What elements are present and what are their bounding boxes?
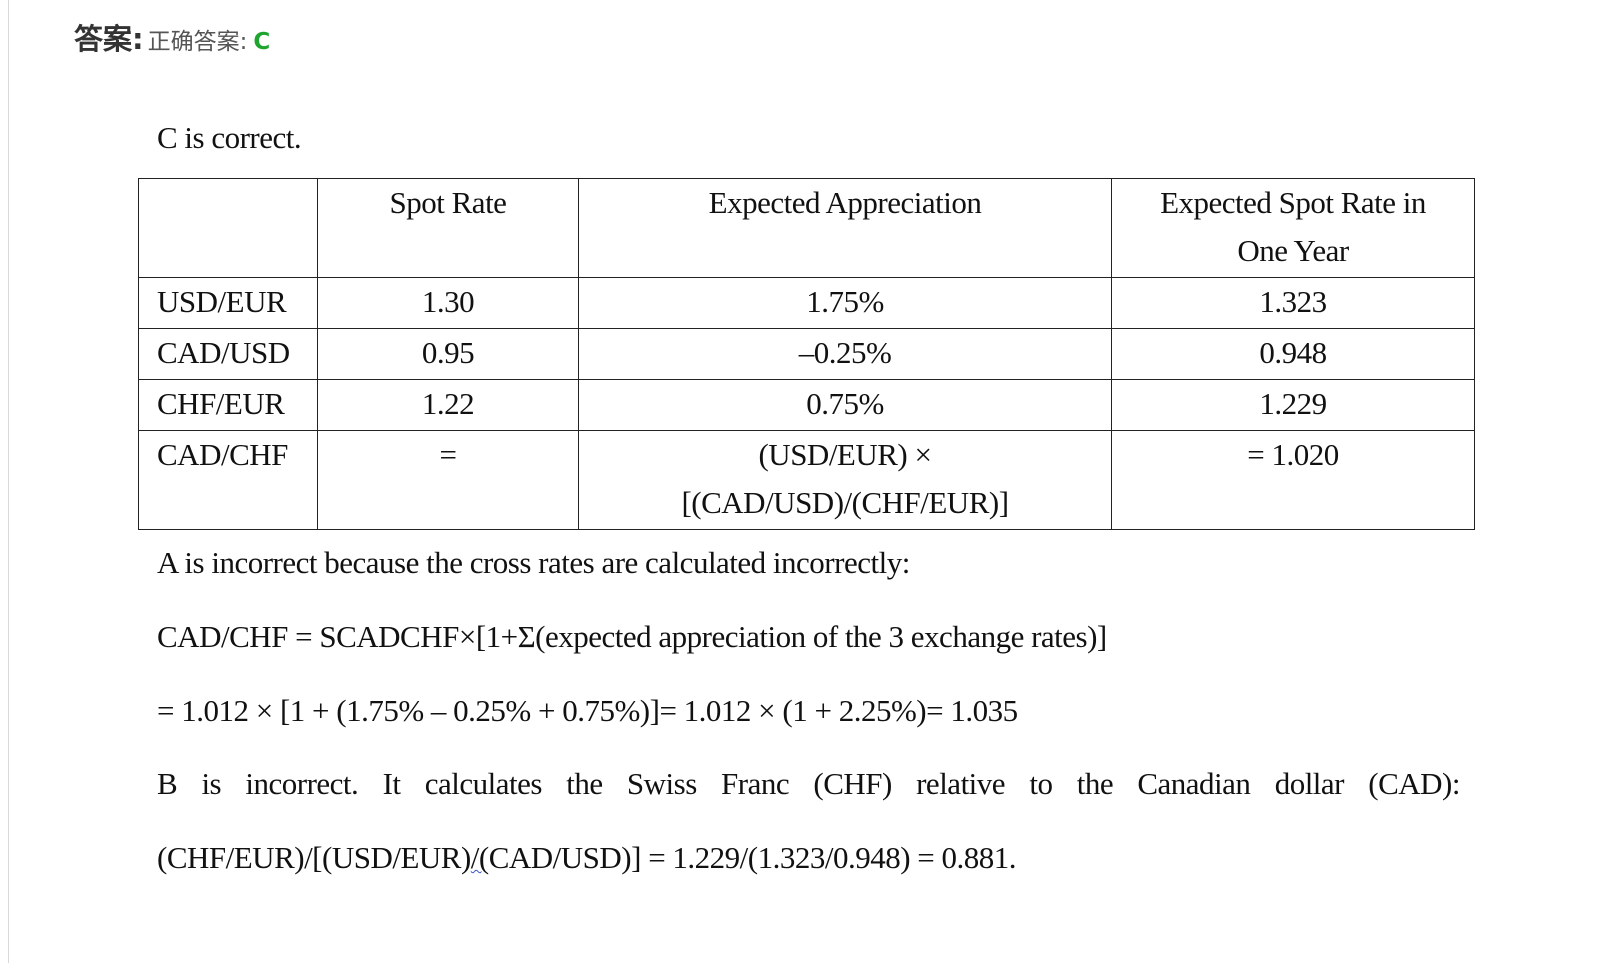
reason-b-text: B is incorrect. It calculates the Swiss … <box>157 766 1461 801</box>
table-cell: 1.30 <box>317 277 579 329</box>
correct-answer-prefix: 正确答案: <box>147 29 248 55</box>
table-cell: = 1.020 <box>1111 430 1475 530</box>
table-cell: CAD/CHF <box>138 430 318 530</box>
calc-segment: (CHF/EUR)/[(USD/EUR) <box>157 840 471 875</box>
exchange-rate-table: Spot Rate Expected Appreciation Expected… <box>138 178 1475 530</box>
table-cell: 1.22 <box>317 379 579 431</box>
table-row: USD/EUR 1.30 1.75% 1.323 <box>138 277 1475 329</box>
table-row: CHF/EUR 1.22 0.75% 1.229 <box>138 379 1475 431</box>
table-cell: 0.75% <box>578 379 1112 431</box>
table-cell: (USD/EUR) × [(CAD/USD)/(CHF/EUR)] <box>578 430 1112 530</box>
reason-b-calculation: (CHF/EUR)/[(USD/EUR)/(CAD/USD)] = 1.229/… <box>157 840 1017 876</box>
table-cell: 1.75% <box>578 277 1112 329</box>
reason-a-text: A is incorrect because the cross rates a… <box>157 545 910 580</box>
table-cell: 1.323 <box>1111 277 1475 329</box>
answer-label: 答案: <box>74 22 144 56</box>
reason-a-formula: CAD/CHF = SCADCHF×[1+Σ(expected apprecia… <box>157 619 1107 654</box>
table-cell: CAD/USD <box>138 328 318 380</box>
reason-a-calculation: = 1.012 × [1 + (1.75% – 0.25% + 0.75%)]=… <box>157 693 1018 728</box>
table-cell: –0.25% <box>578 328 1112 380</box>
left-border-line <box>8 0 9 963</box>
spellcheck-squiggle: /( <box>470 840 489 875</box>
table-header-cell: Spot Rate <box>317 178 579 278</box>
correct-answer-letter: C <box>253 29 271 55</box>
table-header-cell: Expected Spot Rate in One Year <box>1111 178 1475 278</box>
table-cell: = <box>317 430 579 530</box>
table-cell: USD/EUR <box>138 277 318 329</box>
calc-segment: CAD/USD)] = 1.229/(1.323/0.948) = 0.881. <box>488 840 1017 875</box>
answer-header: 答案: 正确答案: C <box>74 18 270 65</box>
table-header-row: Spot Rate Expected Appreciation Expected… <box>138 178 1475 278</box>
table-header-cell: Expected Appreciation <box>578 178 1112 278</box>
table-cell: CHF/EUR <box>138 379 318 431</box>
explanation-intro: C is correct. <box>157 120 302 155</box>
table-cell: 1.229 <box>1111 379 1475 431</box>
table-cell: 0.95 <box>317 328 579 380</box>
table-cell: 0.948 <box>1111 328 1475 380</box>
table-row: CAD/CHF = (USD/EUR) × [(CAD/USD)/(CHF/EU… <box>138 430 1475 530</box>
table-header-cell <box>138 178 318 278</box>
table-row: CAD/USD 0.95 –0.25% 0.948 <box>138 328 1475 380</box>
